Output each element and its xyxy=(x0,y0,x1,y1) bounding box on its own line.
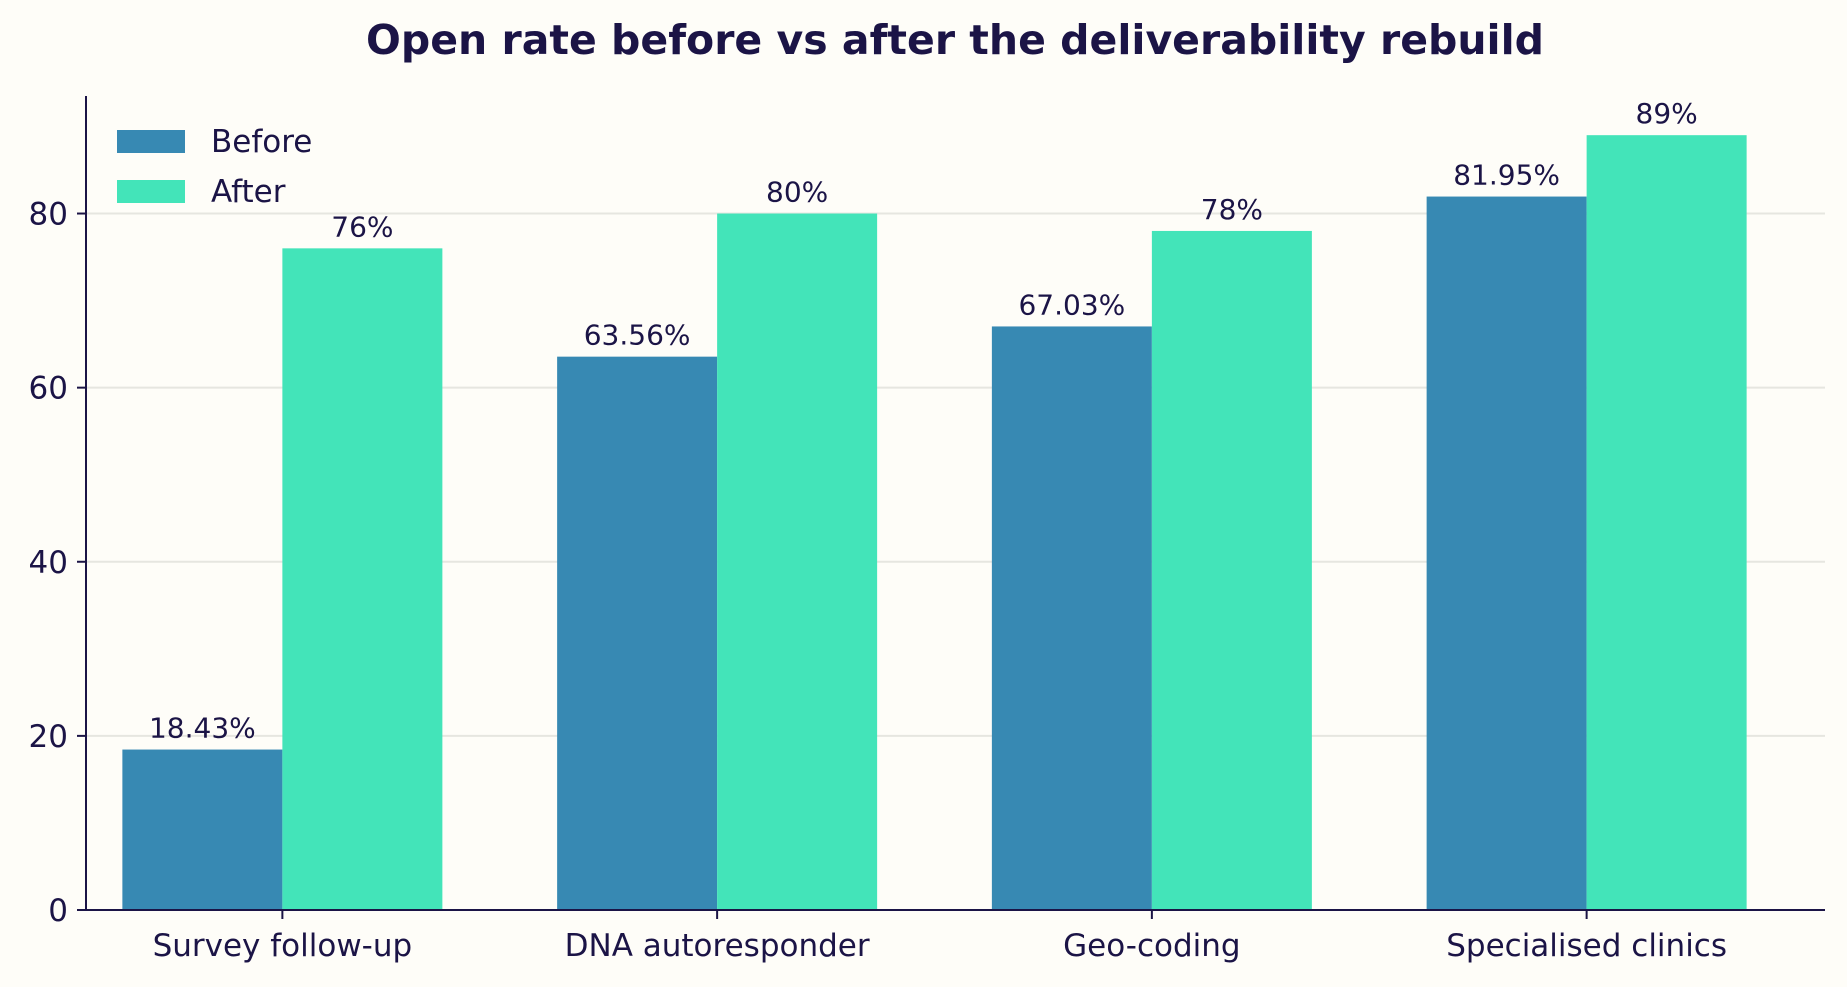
x-tick-label: Survey follow-up xyxy=(153,928,413,964)
legend-label-before: Before xyxy=(211,124,312,160)
bar-before-1 xyxy=(557,356,718,910)
axes: 0 20 40 60 80 Survey follow-up DNA autorespond… xyxy=(29,96,1825,964)
x-tick-label: DNA autoresponder xyxy=(565,928,870,964)
bar-after-2 xyxy=(1151,230,1312,911)
chart-title: Open rate before vs after the deliverabi… xyxy=(366,16,1544,64)
y-tick-label: 80 xyxy=(29,197,68,233)
bars xyxy=(122,135,1747,911)
data-label-after-2: 78% xyxy=(1201,193,1263,226)
y-tick-label: 20 xyxy=(29,719,68,755)
legend-label-after: After xyxy=(211,174,286,210)
legend: Before After xyxy=(117,124,312,210)
data-label-before-1: 63.56% xyxy=(584,319,691,352)
y-tick-label: 0 xyxy=(48,893,68,929)
bar-before-3 xyxy=(1426,196,1587,910)
y-tick-label: 40 xyxy=(29,545,68,581)
legend-swatch-after xyxy=(117,180,185,203)
data-label-after-1: 80% xyxy=(766,176,828,209)
bar-before-2 xyxy=(991,326,1152,910)
bar-after-0 xyxy=(282,248,443,911)
bar-after-3 xyxy=(1586,135,1747,911)
data-label-before-2: 67.03% xyxy=(1018,288,1125,321)
x-tick-label: Specialised clinics xyxy=(1446,928,1727,964)
y-tick-label: 60 xyxy=(29,371,68,407)
bar-after-1 xyxy=(717,213,878,910)
x-tick-label: Geo-coding xyxy=(1063,928,1240,964)
legend-swatch-before xyxy=(117,130,185,153)
data-label-before-0: 18.43% xyxy=(149,712,256,745)
value-labels: 18.43% 76% 63.56% 80% 67.03% 78% 81.95% 89% xyxy=(149,97,1698,744)
data-label-after-3: 89% xyxy=(1636,97,1698,130)
data-label-before-3: 81.95% xyxy=(1453,159,1560,192)
bar-before-0 xyxy=(122,749,283,910)
data-label-after-0: 76% xyxy=(331,210,393,243)
